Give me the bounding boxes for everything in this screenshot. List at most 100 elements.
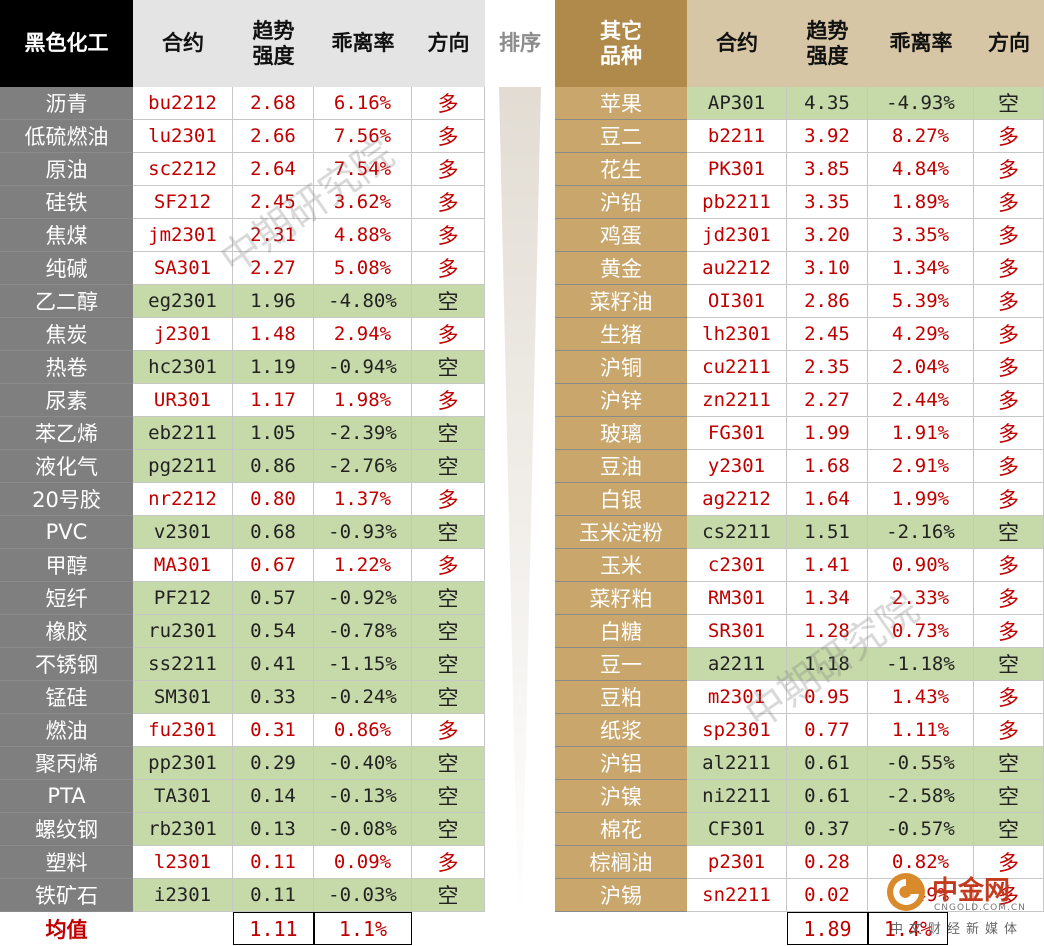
left-row-direction: 空 [412,450,485,483]
left-row-contract: PF212 [133,582,233,615]
right-row-direction: 多 [974,252,1044,285]
left-row-strength: 0.11 [233,879,314,912]
logo-mark-icon [887,873,925,911]
left-row-name: 低硫燃油 [0,120,133,153]
right-row-name: 白银 [555,483,687,516]
left-row-contract: j2301 [133,318,233,351]
right-row-name: 菜籽油 [555,285,687,318]
right-row-strength: 1.64 [787,483,868,516]
right-row-name: 花生 [555,153,687,186]
left-row-direction: 多 [412,483,485,516]
left-row-direction: 空 [412,780,485,813]
left-row-direction: 多 [412,384,485,417]
cngold-logo: 中金网 CNGOLD.COM.CN 中文财经新媒体 [884,870,1044,937]
left-row-contract: eb2211 [133,417,233,450]
left-row-direction: 多 [412,252,485,285]
right-row-strength: 1.28 [787,615,868,648]
left-row-direction: 多 [412,846,485,879]
right-row-contract: ag2212 [687,483,787,516]
right-row-strength: 3.85 [787,153,868,186]
right-row-name: 鸡蛋 [555,219,687,252]
right-row-deviation: -1.18% [868,648,974,681]
left-row-direction: 多 [412,186,485,219]
left-row-name: 焦煤 [0,219,133,252]
right-row-strength: 1.41 [787,549,868,582]
left-row-deviation: 0.09% [314,846,412,879]
right-row-deviation: 2.91% [868,450,974,483]
left-row-contract: SM301 [133,681,233,714]
left-row-direction: 空 [412,681,485,714]
left-row-deviation: 1.22% [314,549,412,582]
left-row-strength: 2.66 [233,120,314,153]
right-row-deviation: 4.84% [868,153,974,186]
right-row-direction: 空 [974,516,1044,549]
left-row-name: 液化气 [0,450,133,483]
left-row-direction: 多 [412,318,485,351]
right-row-direction: 多 [974,384,1044,417]
left-row-direction: 多 [412,549,485,582]
right-header-direction: 方向 [974,0,1044,87]
right-row-direction: 多 [974,285,1044,318]
left-row-name: 甲醇 [0,549,133,582]
left-row-direction: 空 [412,813,485,846]
right-row-direction: 空 [974,648,1044,681]
left-row-name: 短纤 [0,582,133,615]
right-row-contract: y2301 [687,450,787,483]
left-row-contract: SA301 [133,252,233,285]
right-row-contract: cu2211 [687,351,787,384]
right-row-strength: 1.34 [787,582,868,615]
right-row-contract: m2301 [687,681,787,714]
right-row-strength: 0.02 [787,879,868,912]
right-row-strength: 1.99 [787,417,868,450]
right-row-name: 棕榈油 [555,846,687,879]
right-row-strength: 3.10 [787,252,868,285]
right-row-direction: 多 [974,549,1044,582]
right-row-strength: 3.20 [787,219,868,252]
left-row-deviation: 1.37% [314,483,412,516]
right-row-name: 豆二 [555,120,687,153]
right-row-name: 沪镍 [555,780,687,813]
left-row-name: 燃油 [0,714,133,747]
right-row-direction: 多 [974,318,1044,351]
right-row-name: 沪锡 [555,879,687,912]
left-row-deviation: 2.94% [314,318,412,351]
left-row-contract: TA301 [133,780,233,813]
right-row-name: 棉花 [555,813,687,846]
left-header-deviation: 乖离率 [314,0,412,87]
right-row-deviation: 1.11% [868,714,974,747]
left-row-contract: pp2301 [133,747,233,780]
right-row-contract: ni2211 [687,780,787,813]
left-row-strength: 0.80 [233,483,314,516]
left-row-strength: 1.96 [233,285,314,318]
right-row-name: 生猪 [555,318,687,351]
left-row-contract: i2301 [133,879,233,912]
left-row-strength: 2.45 [233,186,314,219]
right-row-contract: zn2211 [687,384,787,417]
right-row-deviation: 1.34% [868,252,974,285]
right-row-name: 纸浆 [555,714,687,747]
left-row-strength: 0.41 [233,648,314,681]
right-row-contract: sn2211 [687,879,787,912]
left-row-strength: 2.64 [233,153,314,186]
left-row-contract: eg2301 [133,285,233,318]
left-row-name: PTA [0,780,133,813]
right-row-deviation: 0.73% [868,615,974,648]
left-row-strength: 0.33 [233,681,314,714]
left-row-strength: 0.86 [233,450,314,483]
right-row-deviation: 2.33% [868,582,974,615]
right-row-contract: FG301 [687,417,787,450]
right-row-direction: 多 [974,714,1044,747]
left-row-strength: 0.54 [233,615,314,648]
right-average-deviation: 1.4% [868,912,948,945]
right-row-direction: 多 [974,417,1044,450]
left-row-strength: 1.05 [233,417,314,450]
left-row-contract: l2301 [133,846,233,879]
left-row-direction: 多 [412,153,485,186]
left-row-strength: 0.57 [233,582,314,615]
right-row-name: 沪铝 [555,747,687,780]
right-row-deviation: 2.44% [868,384,974,417]
right-row-direction: 空 [974,813,1044,846]
right-row-direction: 多 [974,879,1044,912]
left-row-contract: pg2211 [133,450,233,483]
left-row-direction: 空 [412,648,485,681]
